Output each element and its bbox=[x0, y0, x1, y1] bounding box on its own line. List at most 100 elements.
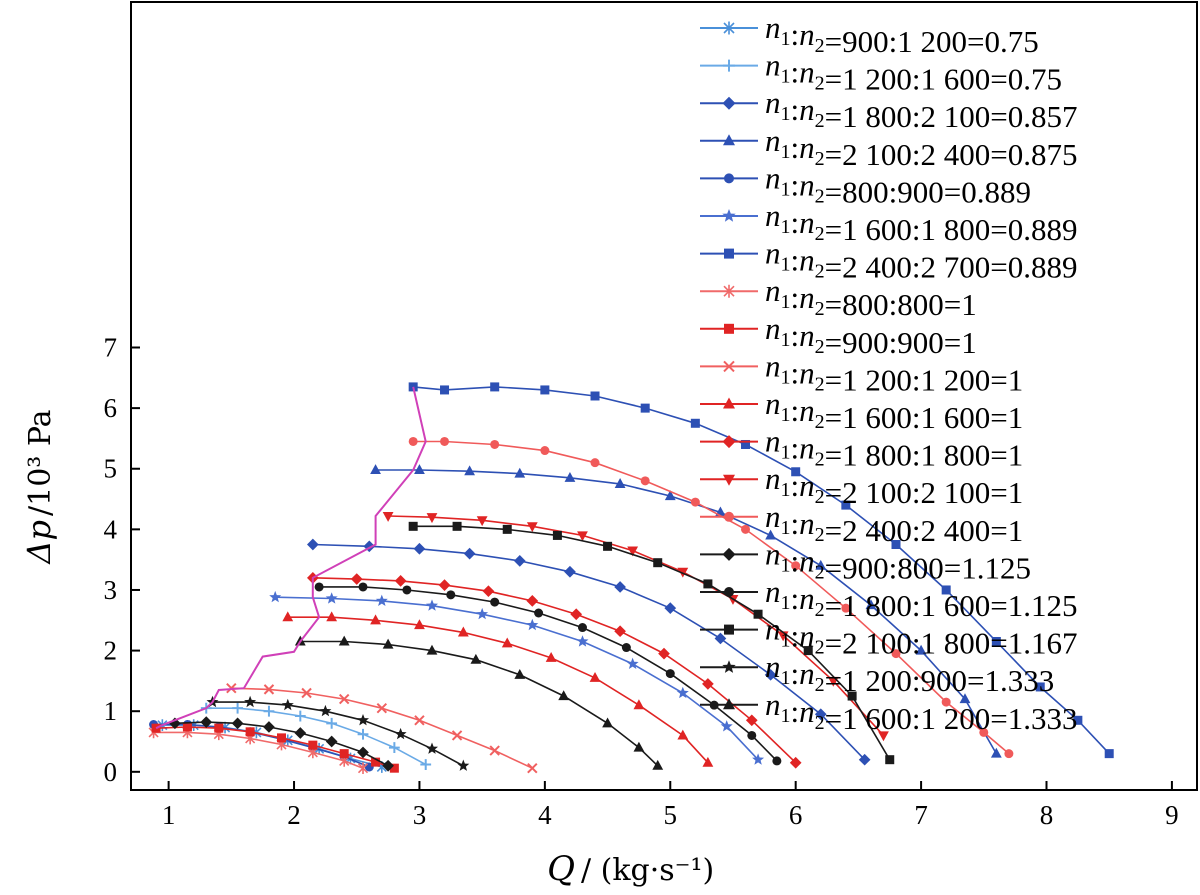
legend-label: n1:n2=2 100:1 800=1.167 bbox=[765, 612, 1077, 661]
data-point bbox=[452, 521, 462, 531]
data-point bbox=[514, 668, 526, 679]
data-point bbox=[325, 735, 338, 748]
data-point bbox=[394, 727, 407, 740]
legend-entry: n1:n2=1 600:1 600=1 bbox=[700, 386, 1023, 435]
data-point bbox=[231, 717, 244, 730]
legend-entry: n1:n2=900:1 200=0.75 bbox=[700, 10, 1039, 59]
data-point bbox=[640, 476, 650, 486]
y-tick-label: 5 bbox=[104, 454, 118, 484]
data-point bbox=[326, 717, 338, 729]
y-tick-label: 4 bbox=[104, 514, 118, 544]
data-point bbox=[614, 478, 626, 488]
data-point bbox=[527, 762, 538, 774]
data-point bbox=[570, 608, 583, 621]
legend-entry: n1:n2=1 600:1 200=1.333 bbox=[700, 687, 1077, 736]
data-point bbox=[577, 623, 587, 633]
series-line bbox=[413, 440, 1010, 755]
series-12 bbox=[382, 511, 889, 742]
legend-label: n1:n2=800:800=1 bbox=[765, 273, 977, 322]
data-point bbox=[677, 729, 689, 740]
data-point bbox=[382, 759, 394, 772]
data-point bbox=[722, 547, 736, 561]
axis-ticks: 1 2 3 4 5 6 7 8 9 0 1 2 3 4 5 6 7 bbox=[104, 333, 1179, 830]
data-point bbox=[408, 521, 418, 531]
data-point bbox=[501, 637, 513, 648]
data-point bbox=[269, 590, 282, 603]
data-point bbox=[791, 467, 801, 477]
legend-label: n1:n2=2 400:2 400=1 bbox=[765, 499, 1023, 548]
data-point bbox=[490, 382, 500, 392]
legend-entry: n1:n2=1 600:1 800=0.889 bbox=[700, 198, 1077, 247]
series-3 bbox=[370, 464, 1002, 758]
data-point bbox=[941, 585, 951, 595]
data-point bbox=[959, 693, 971, 704]
data-point bbox=[294, 727, 307, 739]
data-point bbox=[723, 59, 735, 72]
data-point bbox=[723, 134, 735, 146]
data-point bbox=[358, 582, 368, 592]
data-point bbox=[457, 759, 470, 771]
data-point bbox=[1004, 749, 1014, 759]
data-point bbox=[564, 565, 576, 578]
data-point bbox=[614, 581, 626, 593]
series-line bbox=[312, 543, 866, 761]
legend-entry: n1:n2=1 200:1 600=0.75 bbox=[700, 48, 1062, 97]
legend-label: n1:n2=2 100:2 100=1 bbox=[765, 461, 1023, 510]
data-point bbox=[540, 446, 550, 456]
data-point bbox=[690, 497, 700, 507]
legend-entry: n1:n2=1 200:1 200=1 bbox=[700, 348, 1023, 397]
data-point bbox=[576, 635, 589, 647]
data-point bbox=[394, 575, 407, 587]
data-point bbox=[382, 511, 394, 522]
x-tick-label: 4 bbox=[538, 800, 552, 830]
data-point bbox=[723, 360, 735, 373]
data-point bbox=[885, 755, 895, 765]
data-point bbox=[891, 540, 901, 550]
series-2 bbox=[306, 538, 871, 766]
data-point bbox=[446, 590, 456, 600]
data-point bbox=[841, 500, 851, 510]
legend-entry: n1:n2=2 100:2 400=0.875 bbox=[700, 123, 1077, 172]
data-point bbox=[382, 638, 394, 649]
legend-entry: n1:n2=2 100:1 800=1.167 bbox=[700, 612, 1077, 661]
x-tick-label: 8 bbox=[1040, 800, 1054, 830]
data-point bbox=[891, 649, 901, 659]
data-point bbox=[722, 660, 736, 673]
data-point bbox=[723, 397, 735, 409]
data-point bbox=[723, 698, 735, 710]
data-point bbox=[633, 699, 645, 710]
data-point bbox=[408, 436, 418, 446]
data-point bbox=[534, 608, 544, 618]
data-point bbox=[370, 614, 381, 625]
legend-entry: n1:n2=1 800:1 800=1 bbox=[700, 424, 1023, 473]
data-point bbox=[402, 585, 412, 595]
data-point bbox=[789, 756, 802, 769]
data-point bbox=[244, 695, 257, 708]
x-tick-label: 1 bbox=[162, 800, 176, 830]
data-point bbox=[526, 522, 538, 533]
data-point bbox=[814, 708, 827, 721]
data-point bbox=[306, 538, 319, 551]
series-line bbox=[300, 640, 659, 767]
data-point bbox=[753, 609, 763, 619]
data-point bbox=[764, 668, 777, 681]
data-point bbox=[276, 733, 286, 743]
data-point bbox=[552, 530, 562, 540]
data-point bbox=[357, 714, 369, 726]
legend-label: n1:n2=900:800=1.125 bbox=[765, 536, 1031, 585]
legend-label: n1:n2=1 200:1 600=0.75 bbox=[765, 48, 1062, 97]
data-point bbox=[664, 602, 677, 615]
legend-entry: n1:n2=1 800:2 100=0.857 bbox=[700, 85, 1077, 134]
data-point bbox=[339, 749, 349, 759]
data-point bbox=[652, 759, 664, 770]
legend-label: n1:n2=2 400:2 700=0.889 bbox=[765, 236, 1077, 285]
series-1 bbox=[200, 702, 432, 770]
y-tick-label: 1 bbox=[104, 696, 118, 726]
data-point bbox=[741, 524, 751, 534]
data-point bbox=[590, 391, 600, 401]
data-point bbox=[653, 558, 663, 568]
data-point bbox=[745, 714, 758, 727]
data-point bbox=[723, 21, 735, 35]
data-point bbox=[690, 418, 700, 428]
